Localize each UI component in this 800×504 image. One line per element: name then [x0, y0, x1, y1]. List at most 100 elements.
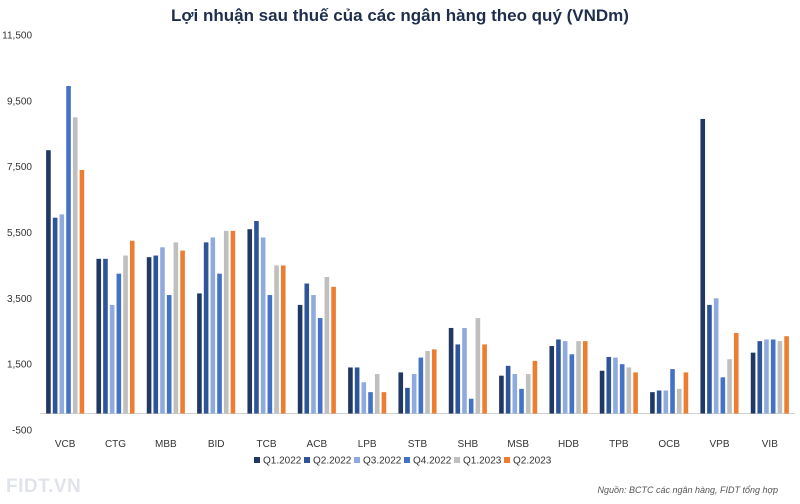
legend-label: Q2.2023	[513, 456, 552, 467]
bar-tcb-q4-2022	[267, 295, 273, 414]
bar-acb-q2-2022	[304, 283, 310, 414]
legend-swatch	[404, 457, 410, 463]
bar-shb-q1-2022	[448, 327, 454, 414]
legend-label: Q1.2023	[463, 456, 502, 467]
bar-tpb-q3-2022	[613, 357, 618, 414]
bar-vib-q2-2023	[784, 336, 789, 414]
bar-hdb-q2-2023	[582, 341, 588, 414]
bar-tcb-q1-2023	[274, 265, 279, 414]
x-tick-label: STB	[408, 439, 428, 450]
bar-lpb-q3-2022	[361, 382, 367, 414]
x-tick-label: TPB	[609, 439, 629, 450]
bar-acb-q2-2023	[331, 286, 336, 414]
bar-tcb-q1-2022	[247, 229, 253, 414]
x-tick-label: OCB	[658, 439, 680, 450]
bar-ctg-q4-2022	[116, 273, 122, 414]
bar-vib-q1-2022	[750, 352, 756, 414]
bar-hdb-q2-2022	[556, 339, 561, 414]
bar-vpb-q2-2022	[707, 304, 712, 414]
x-tick-label: SHB	[458, 439, 479, 450]
bar-vcb-q1-2023	[72, 117, 78, 414]
x-tick-label: MSB	[507, 439, 529, 450]
bar-ctg-q2-2022	[103, 258, 108, 414]
x-tick-label: VPB	[709, 439, 729, 450]
bar-shb-q2-2023	[482, 344, 487, 414]
bar-lpb-q2-2022	[354, 367, 360, 414]
bar-mbb-q1-2023	[173, 242, 179, 414]
chart-title: Lợi nhuận sau thuế của các ngân hàng the…	[171, 6, 629, 25]
bar-msb-q4-2022	[519, 388, 524, 414]
bar-tpb-q2-2022	[606, 356, 612, 414]
legend-label: Q1.2022	[263, 456, 302, 467]
bar-lpb-q2-2023	[381, 392, 387, 414]
source-note: Nguồn: BCTC các ngân hàng, FIDT tổng hợp	[597, 485, 778, 495]
bar-bid-q2-2022	[203, 242, 209, 414]
bar-mbb-q2-2022	[153, 255, 159, 414]
bar-ocb-q2-2022	[656, 390, 662, 414]
bar-lpb-q1-2022	[348, 367, 353, 414]
x-tick-label: BID	[208, 439, 225, 450]
bar-stb-q2-2022	[405, 387, 410, 414]
x-tick-label: VCB	[55, 439, 76, 450]
bar-tpb-q1-2022	[599, 370, 605, 414]
bar-msb-q2-2023	[532, 360, 538, 414]
x-axis: VCB CTG MBB BID TCB ACB LPB STB SHB MSB HDB TPB OCB V…	[55, 439, 778, 450]
bar-mbb-q2-2023	[180, 250, 185, 414]
bar-vcb-q2-2023	[79, 169, 85, 414]
bar-hdb-q1-2022	[549, 346, 555, 414]
bar-hdb-q4-2022	[569, 354, 575, 414]
bar-vpb-q1-2022	[700, 118, 706, 414]
bar-shb-q1-2023	[475, 318, 481, 414]
bar-bid-q1-2023	[223, 230, 229, 414]
bar-tpb-q1-2023	[626, 367, 632, 414]
x-tick-label: CTG	[105, 439, 126, 450]
bar-vpb-q1-2023	[727, 359, 732, 414]
bar-shb-q4-2022	[468, 398, 474, 414]
bar-bid-q2-2023	[230, 230, 236, 414]
bar-msb-q3-2022	[512, 374, 518, 414]
bar-vcb-q3-2022	[59, 214, 65, 414]
bar-ocb-q1-2022	[650, 392, 655, 414]
legend-label: Q2.2022	[313, 456, 352, 467]
legend-label: Q3.2022	[363, 456, 402, 467]
bar-stb-q2-2023	[431, 349, 437, 414]
x-tick-label: LPB	[358, 439, 377, 450]
legend-swatch	[354, 457, 360, 463]
bar-acb-q1-2022	[297, 304, 303, 414]
bar-ctg-q3-2022	[109, 304, 115, 414]
bar-stb-q3-2022	[411, 374, 417, 414]
bar-hdb-q3-2022	[562, 341, 568, 414]
y-tick-label: 11,500	[2, 31, 32, 42]
bar-vcb-q1-2022	[46, 150, 51, 414]
bar-msb-q1-2022	[499, 375, 504, 414]
x-tick-label: MBB	[155, 439, 177, 450]
bar-tcb-q2-2023	[280, 265, 286, 414]
bar-vib-q4-2022	[770, 339, 776, 414]
bar-ctg-q2-2023	[129, 240, 135, 414]
bar-stb-q1-2023	[425, 351, 430, 414]
bars	[46, 86, 789, 414]
bar-ocb-q2-2023	[683, 372, 689, 414]
bar-vib-q1-2023	[777, 341, 783, 414]
y-tick-label: 5,500	[7, 228, 32, 239]
bar-acb-q4-2022	[317, 318, 323, 414]
bar-mbb-q3-2022	[160, 247, 165, 414]
y-tick-label: 7,500	[7, 162, 32, 173]
bar-vib-q3-2022	[764, 339, 769, 414]
bar-vpb-q2-2023	[733, 332, 739, 414]
legend: Q1.2022 Q2.2022 Q3.2022 Q4.2022 Q1.2023 Q2.20…	[254, 456, 552, 467]
y-axis: 11,500 9,500 7,500 5,500 3,500 1,500 -500	[2, 31, 32, 437]
bar-bid-q4-2022	[217, 273, 222, 414]
y-tick-label: -500	[12, 426, 32, 437]
bar-bid-q3-2022	[210, 237, 216, 414]
bar-tpb-q2-2023	[633, 372, 638, 414]
bar-ctg-q1-2023	[123, 255, 128, 414]
bar-tcb-q2-2022	[254, 220, 259, 414]
bar-acb-q1-2023	[324, 276, 330, 414]
bar-vpb-q3-2022	[713, 298, 719, 414]
logo: FIDT.VN	[6, 476, 82, 497]
bar-stb-q4-2022	[418, 357, 424, 414]
bar-ctg-q1-2022	[96, 258, 102, 414]
bar-stb-q1-2022	[398, 372, 404, 414]
